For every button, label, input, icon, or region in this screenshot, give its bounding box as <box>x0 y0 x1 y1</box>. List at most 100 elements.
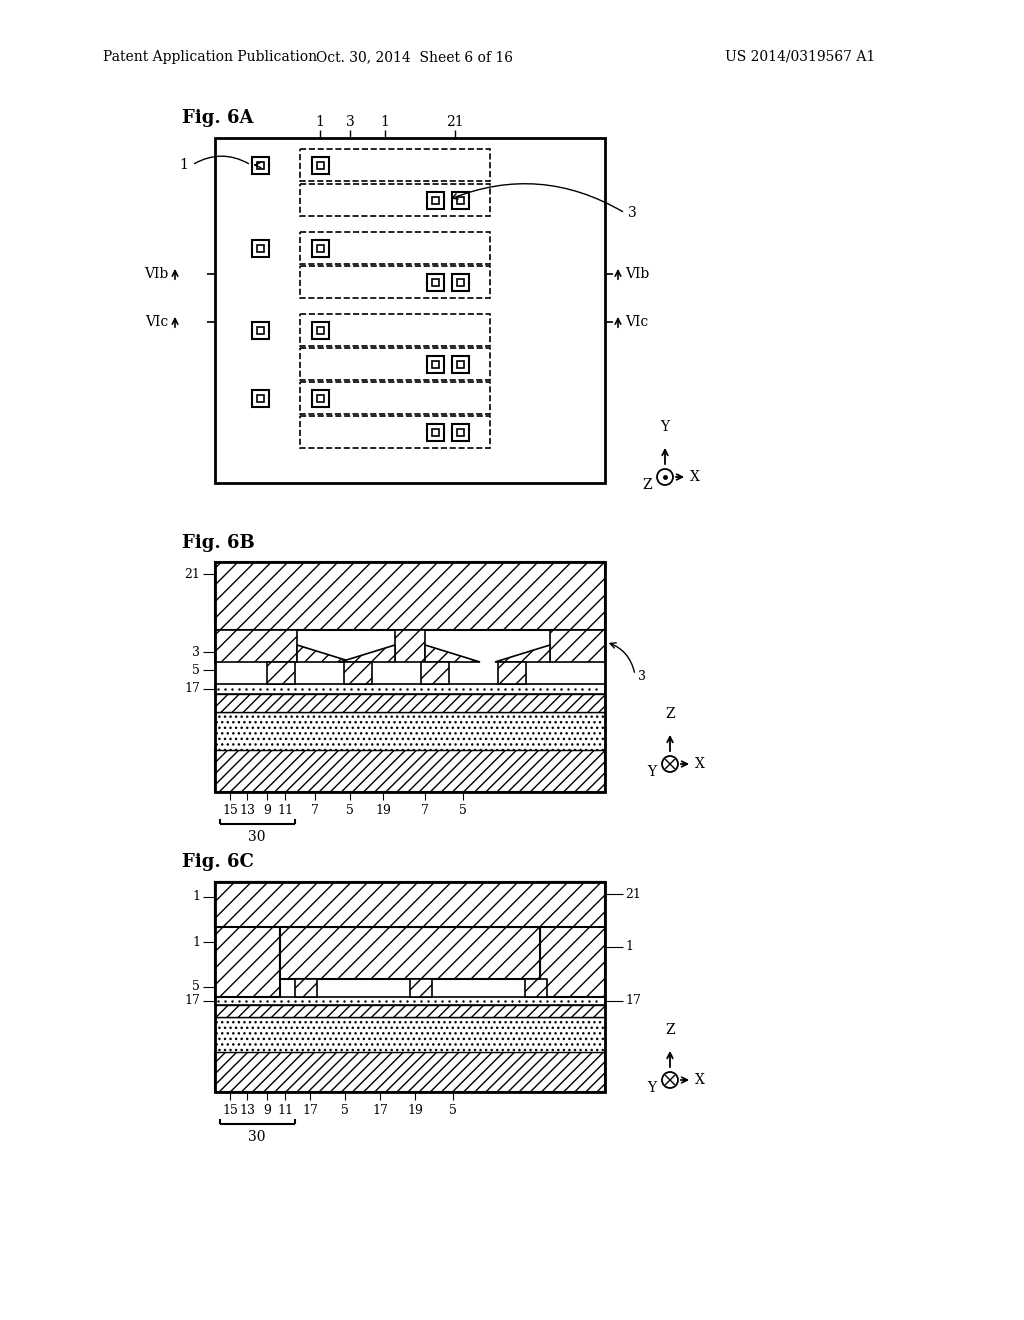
Text: 5: 5 <box>193 981 200 994</box>
Bar <box>550 630 605 663</box>
Bar <box>267 663 295 684</box>
Bar <box>525 979 547 997</box>
Text: Fig. 6C: Fig. 6C <box>182 853 254 871</box>
Text: 13: 13 <box>239 804 255 817</box>
Text: Fig. 6B: Fig. 6B <box>182 535 255 552</box>
Text: 17: 17 <box>184 994 200 1007</box>
Text: 21: 21 <box>625 887 641 900</box>
Text: 1: 1 <box>381 115 389 129</box>
Bar <box>300 416 490 447</box>
Bar <box>312 322 329 339</box>
Bar <box>280 927 540 979</box>
Text: VIc: VIc <box>144 315 168 329</box>
Text: 1: 1 <box>193 936 200 949</box>
Bar <box>432 429 439 436</box>
Text: VIb: VIb <box>625 267 649 281</box>
Bar <box>252 157 269 174</box>
Text: VIb: VIb <box>143 267 168 281</box>
Text: 1: 1 <box>179 158 188 172</box>
Text: Z: Z <box>666 708 675 721</box>
Text: 5: 5 <box>459 804 467 817</box>
Text: Fig. 6A: Fig. 6A <box>182 110 254 127</box>
Bar <box>312 240 329 257</box>
Bar <box>427 356 444 374</box>
Text: 5: 5 <box>346 804 354 817</box>
Text: X: X <box>690 470 700 484</box>
Bar <box>257 246 264 252</box>
Bar <box>215 694 605 711</box>
Bar <box>421 663 449 684</box>
Text: 17: 17 <box>184 682 200 696</box>
Text: 7: 7 <box>421 804 429 817</box>
Text: 17: 17 <box>625 994 641 1007</box>
Bar <box>215 882 605 927</box>
Text: 11: 11 <box>278 1104 293 1117</box>
Text: Z: Z <box>642 478 652 492</box>
Bar <box>295 979 317 997</box>
Bar <box>498 663 526 684</box>
Text: X: X <box>695 756 705 771</box>
Text: 19: 19 <box>408 1104 423 1117</box>
Text: 21: 21 <box>446 115 464 129</box>
Bar <box>252 240 269 257</box>
Bar <box>317 162 324 169</box>
Text: 1: 1 <box>315 115 325 129</box>
Bar <box>215 882 280 997</box>
Bar <box>215 630 297 663</box>
Polygon shape <box>425 645 480 663</box>
Bar <box>257 162 264 169</box>
Text: Oct. 30, 2014  Sheet 6 of 16: Oct. 30, 2014 Sheet 6 of 16 <box>316 50 513 63</box>
Text: 3: 3 <box>346 115 354 129</box>
Bar <box>432 360 439 368</box>
Bar <box>427 275 444 290</box>
Text: 7: 7 <box>311 804 318 817</box>
Bar <box>452 191 469 209</box>
Text: 17: 17 <box>372 1104 388 1117</box>
Bar <box>252 322 269 339</box>
Text: Patent Application Publication: Patent Application Publication <box>103 50 317 63</box>
Bar <box>257 395 264 403</box>
Text: 1: 1 <box>625 940 633 953</box>
Text: 21: 21 <box>184 568 200 581</box>
Polygon shape <box>340 645 395 663</box>
Bar <box>457 279 464 286</box>
Bar <box>317 395 324 403</box>
Text: Z: Z <box>666 1023 675 1038</box>
Bar <box>215 562 605 792</box>
Text: 3: 3 <box>193 645 200 659</box>
Text: 5: 5 <box>193 664 200 676</box>
Bar <box>215 139 605 483</box>
Bar <box>300 232 490 264</box>
Bar <box>312 389 329 407</box>
Bar <box>300 149 490 181</box>
Text: 5: 5 <box>450 1104 457 1117</box>
Text: 17: 17 <box>302 1104 317 1117</box>
Text: 3: 3 <box>638 671 646 684</box>
Bar <box>300 381 490 414</box>
Text: US 2014/0319567 A1: US 2014/0319567 A1 <box>725 50 876 63</box>
Bar <box>317 327 324 334</box>
Bar <box>317 246 324 252</box>
Bar <box>395 630 425 663</box>
Bar <box>540 882 605 997</box>
Bar <box>427 191 444 209</box>
Text: 13: 13 <box>239 1104 255 1117</box>
Text: 9: 9 <box>263 1104 271 1117</box>
Bar <box>257 327 264 334</box>
Text: 5: 5 <box>341 1104 349 1117</box>
Bar <box>215 711 605 750</box>
Bar <box>215 750 605 792</box>
Text: 19: 19 <box>375 804 391 817</box>
Text: 3: 3 <box>628 206 637 220</box>
Text: 15: 15 <box>222 804 238 817</box>
Bar <box>300 348 490 380</box>
Bar <box>432 279 439 286</box>
Text: 30: 30 <box>248 830 266 843</box>
Bar <box>457 197 464 205</box>
Text: Y: Y <box>647 1081 656 1096</box>
Bar <box>215 882 605 1092</box>
Polygon shape <box>297 645 352 663</box>
Text: 1: 1 <box>193 891 200 903</box>
Bar <box>300 314 490 346</box>
Bar <box>300 267 490 298</box>
